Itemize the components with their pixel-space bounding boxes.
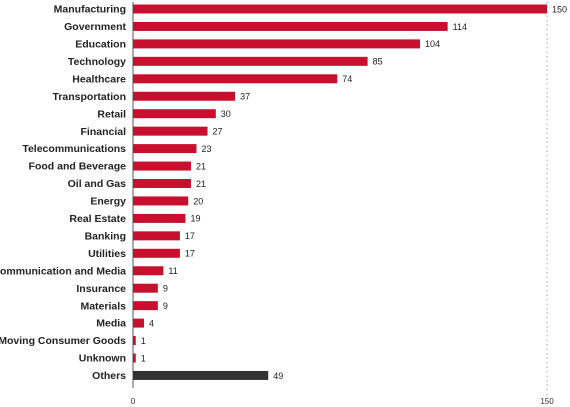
bar — [133, 74, 338, 84]
bar — [133, 336, 136, 346]
category-label: Insurance — [76, 283, 126, 295]
bar — [133, 318, 145, 328]
category-label: Communication and Media — [0, 265, 126, 277]
x-tick-label: 150 — [540, 397, 554, 406]
bar — [133, 91, 236, 101]
category-label: Real Estate — [69, 213, 126, 225]
category-label: Energy — [90, 196, 126, 208]
value-label: 1 — [141, 353, 146, 363]
bar — [133, 266, 164, 276]
value-label: 104 — [425, 39, 440, 49]
category-label: Others — [92, 370, 126, 382]
category-label: Oil and Gas — [68, 178, 127, 190]
value-label: 30 — [221, 109, 231, 119]
bar — [133, 301, 158, 311]
category-label: Telecommunications — [22, 143, 126, 155]
bar — [133, 248, 180, 258]
bar — [133, 56, 368, 66]
value-label: 4 — [149, 318, 154, 328]
x-tick-label: 0 — [131, 397, 136, 406]
category-label: Unknown — [79, 353, 126, 365]
category-label: Utilities — [88, 248, 126, 260]
category-label: Food and Beverage — [29, 161, 127, 173]
value-label: 9 — [163, 301, 168, 311]
bar — [133, 161, 191, 171]
value-label: 9 — [163, 284, 168, 294]
value-label: 85 — [373, 57, 383, 67]
value-label: 150 — [552, 4, 567, 14]
value-label: 37 — [240, 92, 250, 102]
category-label: Retail — [97, 108, 126, 120]
bar — [133, 21, 448, 31]
value-label: 23 — [201, 144, 211, 154]
value-label: 1 — [141, 336, 146, 346]
bar — [133, 109, 216, 119]
value-label: 19 — [190, 214, 200, 224]
category-label: Financial — [80, 126, 126, 138]
bar — [133, 144, 197, 154]
bar — [133, 353, 136, 363]
bar — [133, 283, 158, 293]
bar — [133, 370, 269, 380]
bar — [133, 39, 421, 49]
category-label: Transportation — [52, 91, 126, 103]
value-label: 74 — [342, 74, 352, 84]
category-label: Technology — [68, 56, 126, 68]
value-label: 21 — [196, 161, 206, 171]
value-label: 114 — [453, 22, 467, 32]
category-label: Fast-Moving Consumer Goods — [0, 335, 126, 347]
value-label: 17 — [185, 249, 195, 259]
value-label: 49 — [273, 371, 283, 381]
value-label: 17 — [185, 231, 195, 241]
bar — [133, 4, 547, 14]
bar — [133, 213, 186, 223]
value-label: 20 — [193, 196, 203, 206]
bar — [133, 196, 189, 206]
category-label: Healthcare — [72, 73, 126, 85]
category-label: Banking — [85, 230, 126, 242]
value-label: 27 — [213, 126, 223, 136]
category-label: Education — [75, 39, 126, 51]
bar — [133, 231, 180, 241]
category-label: Materials — [80, 300, 126, 312]
value-label: 21 — [196, 179, 206, 189]
category-label: Media — [96, 318, 126, 330]
bar — [133, 126, 208, 136]
category-label: Manufacturing — [54, 4, 126, 16]
value-label: 11 — [168, 266, 177, 276]
bar — [133, 179, 191, 188]
category-label: Government — [64, 21, 126, 33]
